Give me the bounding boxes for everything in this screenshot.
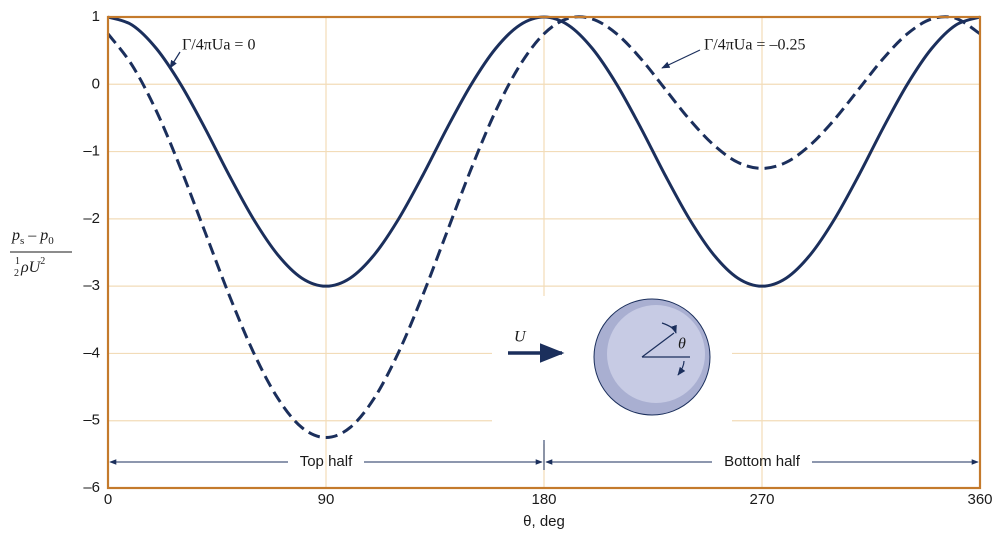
y-tick-label: –4 <box>83 344 100 361</box>
y-label-part: p <box>39 227 48 244</box>
y-tick-label: –3 <box>83 277 100 294</box>
angle-arrow <box>677 360 686 376</box>
y-label-part: s <box>20 235 24 247</box>
flow-label: U <box>514 329 527 346</box>
cylinder-inner <box>607 305 705 403</box>
series-annotation: Γ/4πUa = 0 <box>182 37 255 54</box>
y-label-part: 2 <box>40 256 45 267</box>
y-tick-label: –6 <box>83 479 100 496</box>
y-label-part: 1 <box>15 256 20 267</box>
angle-label: θ <box>678 336 686 353</box>
series-line <box>106 15 981 440</box>
x-axis-label: θ, deg <box>523 513 565 530</box>
angle-arrow <box>661 322 677 334</box>
y-label-part: 2 <box>14 268 19 279</box>
plot-border <box>106 15 982 490</box>
y-axis-numerator: ps – p0 <box>11 227 54 247</box>
x-tick-label: 90 <box>318 491 335 508</box>
y-label-part: p <box>11 227 20 244</box>
x-tick-label: 270 <box>749 491 774 508</box>
radius <box>641 332 675 358</box>
y-tick-label: 1 <box>92 8 100 25</box>
y-label-part: 0 <box>48 235 54 247</box>
annotation-arrow <box>169 51 181 69</box>
x-tick-label: 180 <box>531 491 556 508</box>
y-label-part: ρU <box>20 259 42 276</box>
annotation-arrow <box>661 49 701 69</box>
y-tick-label: –2 <box>83 210 100 227</box>
series-annotation: Γ/4πUa = –0.25 <box>704 37 805 54</box>
x-tick-label: 360 <box>967 491 992 508</box>
y-tick-label: –1 <box>83 143 100 160</box>
region-label: Top half <box>300 453 353 470</box>
y-tick-label: 0 <box>92 75 100 92</box>
y-tick-label: –5 <box>83 412 100 429</box>
y-label-part: – <box>24 227 40 244</box>
region-label: Bottom half <box>724 453 801 470</box>
x-tick-label: 0 <box>104 491 112 508</box>
y-axis-denominator: 1 2 ρU2 <box>14 256 45 279</box>
